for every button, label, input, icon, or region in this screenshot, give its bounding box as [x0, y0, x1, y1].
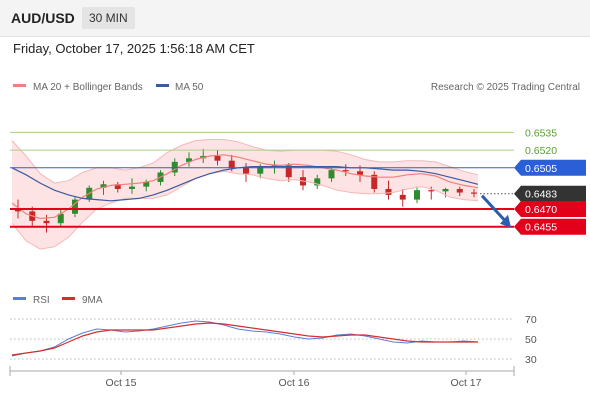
- candle-body: [114, 184, 121, 189]
- candle-body: [328, 170, 335, 179]
- bollinger-legend-label: MA 20 + Bollinger Bands: [33, 82, 143, 93]
- time-axis: Oct 15 Oct 16 Oct 17: [9, 366, 515, 389]
- bollinger-band-layer: [12, 139, 478, 250]
- bollinger-upper-line: [11, 139, 479, 184]
- candle-body: [371, 174, 378, 189]
- bollinger-band-fill: [12, 139, 478, 250]
- candle-body: [385, 188, 392, 195]
- resistance-label: 0.6535: [525, 127, 557, 139]
- ma50-legend-label: MA 50: [175, 82, 204, 93]
- ma50-legend-swatch: [156, 84, 169, 87]
- candle-body: [186, 158, 192, 162]
- candle-body: [228, 160, 235, 168]
- moving-average-layer: [11, 139, 479, 250]
- rsi-legend: RSI 9MA: [13, 295, 103, 306]
- bollinger-legend-swatch: [13, 84, 26, 87]
- support-label: 0.6455: [525, 222, 557, 234]
- candle-body: [100, 184, 107, 188]
- candle-body: [456, 188, 463, 193]
- main-legend: MA 20 + Bollinger Bands MA 50 Research ©…: [13, 82, 580, 93]
- rsi-legend-label: RSI: [33, 295, 50, 306]
- candle-body: [428, 190, 435, 192]
- ma9-legend-label: 9MA: [82, 295, 103, 306]
- ma9-legend-swatch: [62, 297, 75, 300]
- pivot-label-tag: [514, 159, 586, 176]
- candle-body: [214, 155, 221, 161]
- forecast-arrow-shaft: [480, 194, 508, 223]
- candle-body: [143, 181, 150, 187]
- current-price-tag: [514, 185, 586, 202]
- forecast-arrow-head: [500, 214, 511, 228]
- bollinger-lower-line: [11, 170, 479, 250]
- candle-body: [414, 190, 420, 200]
- symbol-label: AUD/USD: [11, 10, 75, 26]
- ma50-line: [11, 166, 479, 202]
- level-layer: 0.6535 0.6520 0.6505 0.6483 0.6470 0.6455: [10, 127, 586, 235]
- resistance-label: 0.6520: [525, 145, 557, 157]
- header-bar: AUD/USD 30 MIN: [0, 0, 590, 37]
- rsi-legend-swatch: [13, 297, 26, 300]
- candle-body: [285, 165, 292, 178]
- candle-body: [342, 170, 349, 172]
- candle-body: [15, 209, 21, 212]
- x-tick-label: Oct 17: [451, 377, 482, 389]
- x-tick-label: Oct 16: [279, 377, 310, 389]
- timestamp: Friday, October 17, 2025 1:56:18 AM CET: [13, 41, 255, 56]
- candle-body: [43, 220, 50, 224]
- support-label-tag: [514, 201, 586, 218]
- x-tick-label: Oct 15: [106, 377, 137, 389]
- rsi-tick-label: 30: [525, 354, 537, 366]
- candle-body: [357, 171, 363, 175]
- rsi-line: [11, 320, 479, 357]
- timeframe-badge[interactable]: 30 MIN: [82, 7, 135, 29]
- candle-body: [72, 199, 78, 214]
- candle-body: [471, 192, 477, 194]
- rsi-panel: 70 50 30: [10, 314, 537, 366]
- pivot-label: 0.6505: [525, 163, 557, 175]
- current-price-label: 0.6483: [525, 189, 557, 201]
- ma20-line: [11, 154, 479, 220]
- candle-body: [399, 194, 406, 200]
- candle-body: [171, 161, 178, 173]
- candle-body: [57, 213, 64, 224]
- ma9-line: [11, 322, 478, 356]
- candle-body: [314, 178, 321, 186]
- support-label-tag: [514, 218, 586, 235]
- rsi-tick-label: 50: [525, 334, 537, 346]
- candle-body: [442, 188, 449, 192]
- candle-body: [243, 167, 249, 174]
- copyright-text: Research © 2025 Trading Central: [431, 82, 580, 93]
- support-label: 0.6470: [525, 204, 557, 216]
- candle-body: [257, 166, 264, 174]
- candle-body: [129, 186, 135, 189]
- rsi-tick-label: 70: [525, 314, 537, 326]
